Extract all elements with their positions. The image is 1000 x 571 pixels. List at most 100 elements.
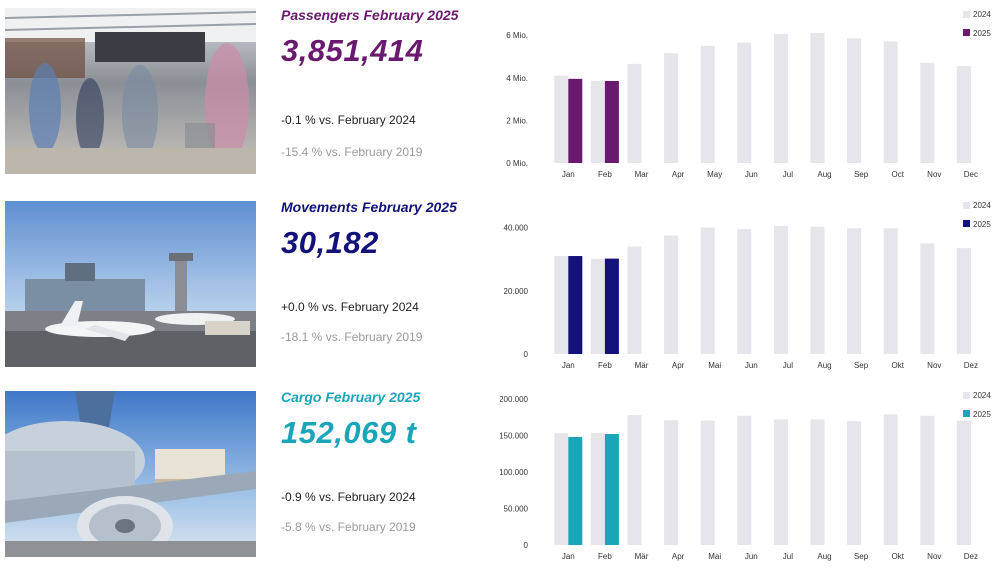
bar-2025-Jan [568,78,583,163]
passengers-vs-2024: -0.1 % vs. February 2024 [281,113,416,127]
cargo-chart-svg: 0 50.000 100.000 150.000 200.000 Jan Feb Mär Apr… [499,391,991,561]
x-tick-label: Oct [891,170,904,179]
x-tick-label: Sep [854,552,869,561]
bar-2025-Feb [604,80,619,163]
y-tick-label: 0 Mio. [506,159,528,168]
x-tick-label: Jan [562,170,575,179]
bar-2024-Jun [737,42,752,163]
cargo-section: Cargo February 2025 152,069 t -0.9 % vs.… [0,386,1000,566]
cargo-vs-2024: -0.9 % vs. February 2024 [281,490,416,504]
bar-2024-Jul [773,226,788,354]
bar-2024-Aug [810,226,825,354]
cargo-title: Cargo February 2025 [281,389,421,405]
x-tick-label: May [707,170,722,179]
x-tick-label: Sep [854,361,869,370]
passengers-section: Passengers February 2025 3,851,414 -0.1 … [0,5,1000,185]
x-tick-label: Mai [708,361,721,370]
bar-2024-Nov [920,243,935,354]
x-tick-label: Dez [964,552,978,561]
cargo-aircraft-photo [5,391,256,557]
bar-2024-Apr [664,235,679,354]
bar-2024-Mär [627,415,642,545]
bar-2024-Feb [590,258,605,354]
bar-2024-Oct [883,41,898,163]
x-tick-label: Nov [927,552,941,561]
x-tick-label: Mai [708,552,721,561]
airport-terminal-photo [5,8,256,174]
cargo-value: 152,069 t [281,415,417,450]
bar-2024-Mar [627,63,642,163]
x-tick-label: Dec [964,170,978,179]
x-tick-label: Jul [783,170,793,179]
x-tick-label: Nov [927,170,941,179]
x-tick-label: Apr [672,552,685,561]
bar-2024-Aug [810,33,825,163]
movements-vs-2019: -18.1 % vs. February 2019 [281,330,423,344]
x-tick-label: Okt [891,552,904,561]
legend-label-2025: 2025 [973,29,991,38]
x-tick-label: Jun [745,170,758,179]
x-tick-label: Feb [598,170,612,179]
bar-2024-Mär [627,246,642,354]
x-tick-label: Mär [635,552,649,561]
bar-2024-Apr [664,420,679,545]
x-tick-label: Jun [745,552,758,561]
movements-section: Movements February 2025 30,182 +0.0 % vs… [0,196,1000,376]
bar-2024-Dec [956,66,971,163]
bar-2025-Feb [604,433,619,545]
x-tick-label: Mär [635,361,649,370]
movements-vs-2024: +0.0 % vs. February 2024 [281,300,419,314]
bar-2024-Nov [920,62,935,163]
bar-2024-Sep [847,228,862,354]
passengers-title: Passengers February 2025 [281,7,459,23]
x-tick-label: Jul [783,552,793,561]
y-tick-label: 200.000 [500,395,529,404]
legend-swatch-2025 [963,220,970,227]
x-tick-label: Jul [783,361,793,370]
x-tick-label: Jan [562,552,575,561]
bar-2025-Jan [568,256,583,354]
passengers-vs-2019: -15.4 % vs. February 2019 [281,145,423,159]
bar-2024-Feb [590,80,605,163]
bar-2024-Mai [700,420,715,545]
bar-2024-Jan [554,75,569,163]
x-tick-label: Feb [598,361,612,370]
x-tick-label: Okt [891,361,904,370]
bar-2024-Jan [554,433,569,545]
y-tick-label: 4 Mio. [506,74,528,83]
x-tick-label: Apr [672,361,685,370]
bar-2024-Mai [700,227,715,354]
movements-chart-svg: 0 20.000 40.000 Jan Feb Mär Apr Mai Jun Jul Aug Sep… [504,201,992,370]
y-tick-label: 50.000 [504,505,529,514]
movements-title: Movements February 2025 [281,199,457,215]
bar-2024-May [700,45,715,164]
x-tick-label: Jun [745,361,758,370]
y-tick-label: 6 Mio. [506,31,528,40]
y-tick-label: 40.000 [504,224,529,233]
cargo-chart: 0 50.000 100.000 150.000 200.000 Jan Feb Mär Apr… [499,386,1000,566]
legend-label-2024: 2024 [973,10,991,19]
bar-2024-Jun [737,415,752,545]
legend-swatch-2025 [963,29,970,36]
passengers-chart-svg: 0 Mio. 2 Mio. 4 Mio. 6 Mio. Jan Feb Mar Apr May J… [506,10,991,179]
y-tick-label: 0 [524,541,529,550]
bar-2024-Okt [883,228,898,354]
bar-2024-Sep [847,421,862,545]
legend-swatch-2024 [963,392,970,399]
passengers-chart: 0 Mio. 2 Mio. 4 Mio. 6 Mio. Jan Feb Mar Apr May J… [500,5,1000,185]
legend-swatch-2024 [963,11,970,18]
aircraft-apron-photo [5,201,256,367]
x-tick-label: Apr [672,170,685,179]
x-tick-label: Aug [817,361,831,370]
bar-2024-Jan [554,256,569,354]
bar-2025-Feb [604,258,619,354]
x-tick-label: Feb [598,552,612,561]
legend-swatch-2025 [963,410,970,417]
x-tick-label: Dez [964,361,978,370]
y-tick-label: 2 Mio. [506,116,528,125]
y-tick-label: 0 [524,350,529,359]
bar-2024-Aug [810,419,825,545]
legend-label-2025: 2025 [973,220,991,229]
cargo-vs-2019: -5.8 % vs. February 2019 [281,520,416,534]
legend-label-2025: 2025 [973,410,991,419]
